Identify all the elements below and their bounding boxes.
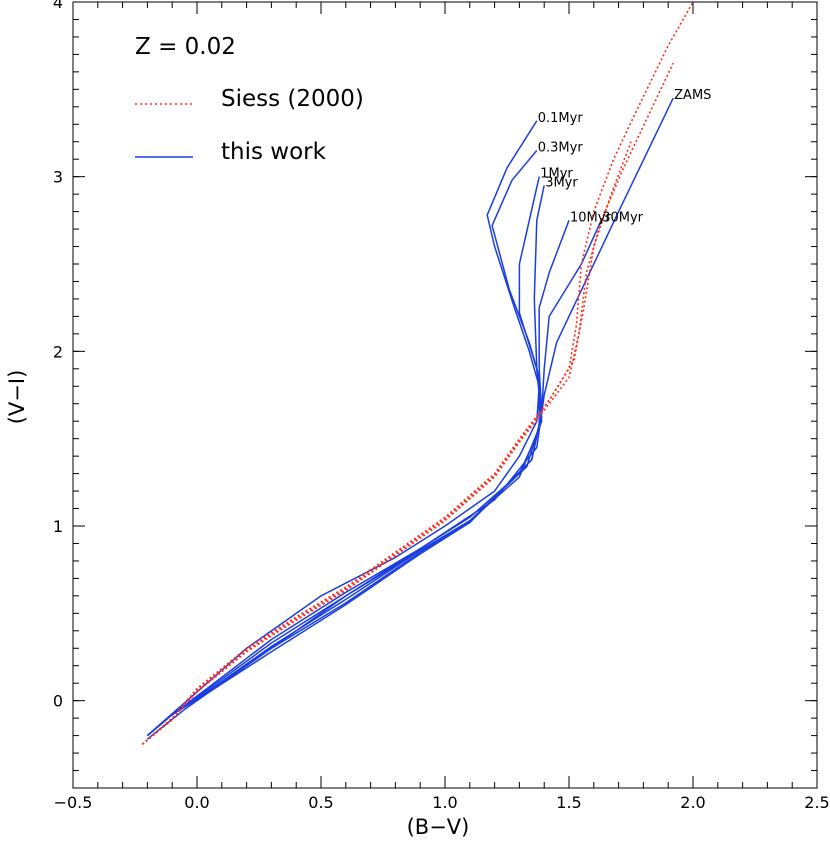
series-line-3myr bbox=[146, 185, 545, 737]
series-line-10myr bbox=[146, 220, 570, 737]
x-tick-label: 0.0 bbox=[184, 793, 209, 812]
series-line-0-3myr bbox=[146, 150, 540, 737]
series-line-0-1myr bbox=[146, 120, 540, 737]
series-line-siess-2000-c bbox=[141, 141, 632, 745]
metallicity-annotation: Z = 0.02 bbox=[135, 34, 236, 60]
series-layer bbox=[141, 1, 694, 745]
plot-frame bbox=[72, 1, 818, 789]
legend: Z = 0.02 Siess (2000) this work bbox=[135, 34, 364, 165]
legend-this-work-label: this work bbox=[221, 139, 327, 165]
x-tick-label: −0.5 bbox=[54, 793, 93, 812]
legend-siess-label: Siess (2000) bbox=[221, 86, 364, 112]
series-line-1myr bbox=[146, 176, 543, 737]
axis-ticks: −0.5 0.0 0.5 1.0 1.5 2.0 2.5 0 1 2 3 4 bbox=[53, 0, 830, 812]
y-tick-label: 1 bbox=[53, 517, 63, 536]
x-tick-label: 1.5 bbox=[556, 793, 581, 812]
isochrone-label-0-3myr: 0.3Myr bbox=[538, 140, 584, 155]
x-tick-label: 2.0 bbox=[680, 793, 705, 812]
x-tick-label: 0.5 bbox=[308, 793, 333, 812]
x-axis-title: (B−V) bbox=[407, 815, 470, 839]
y-axis-title: (V−I) bbox=[5, 370, 29, 425]
isochrone-label-1myr: 1Myr bbox=[540, 167, 573, 182]
series-line-siess-2000-a bbox=[141, 1, 694, 745]
isochrone-label-30myr: 30Myr bbox=[602, 210, 643, 225]
series-line-zams bbox=[146, 97, 674, 740]
series-line-30myr bbox=[146, 219, 602, 737]
series-line-siess-2000-b bbox=[141, 62, 674, 745]
x-tick-label: 1.0 bbox=[432, 793, 457, 812]
isochrone-label-zams: ZAMS bbox=[674, 88, 711, 103]
y-tick-label: 4 bbox=[53, 0, 63, 12]
x-tick-label: 2.5 bbox=[804, 793, 829, 812]
isochrone-label-10myr: 10Myr bbox=[570, 210, 611, 225]
isochrone-label-3myr: 3Myr bbox=[545, 175, 578, 190]
y-tick-label: 2 bbox=[53, 342, 63, 361]
isochrone-label-0-1myr: 0.1Myr bbox=[538, 111, 584, 126]
y-tick-label: 0 bbox=[53, 692, 63, 711]
y-tick-label: 3 bbox=[53, 168, 63, 187]
